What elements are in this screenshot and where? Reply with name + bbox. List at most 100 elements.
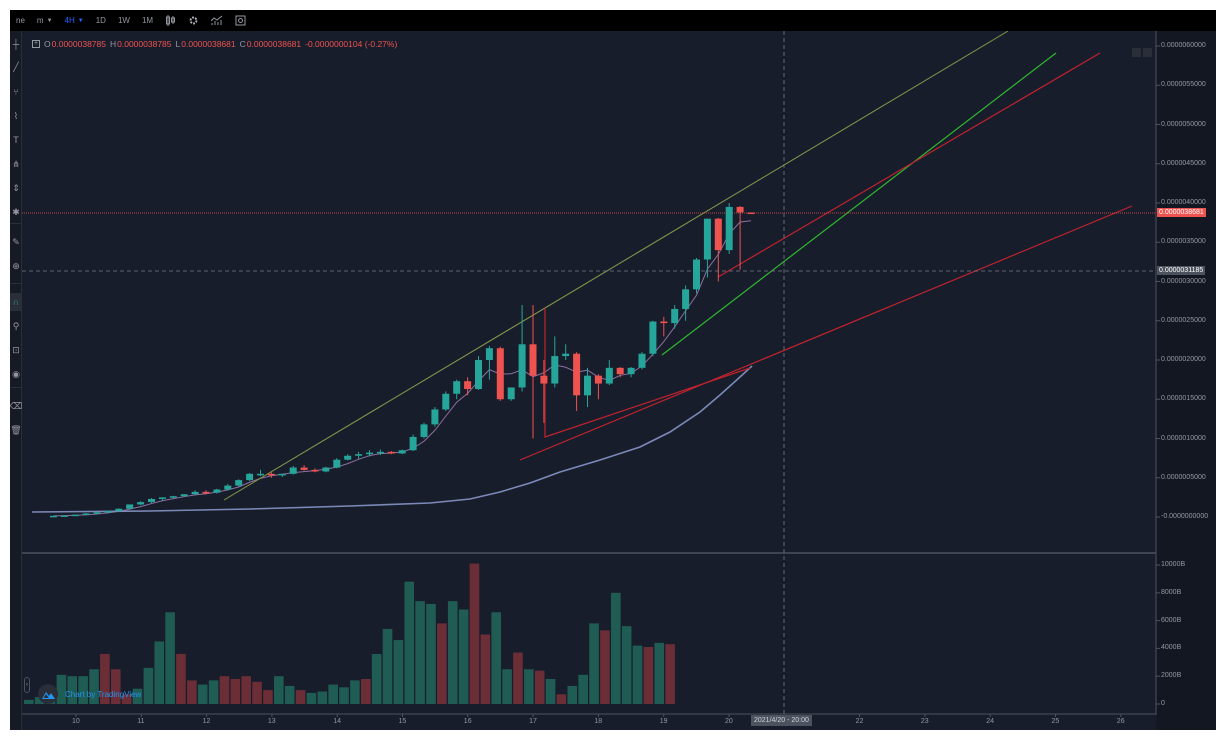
chevron-down-icon: ▼	[77, 17, 84, 24]
candle	[573, 353, 581, 396]
volume-bar	[176, 653, 186, 704]
volume-bar	[654, 642, 665, 704]
time-axis-tick: 22	[855, 718, 864, 725]
candle	[551, 356, 559, 384]
candle	[594, 375, 602, 384]
price-axis-tick: 0.0000045000	[1161, 159, 1206, 167]
timeframe-1d-button[interactable]: 1D	[90, 10, 112, 31]
volume-bar	[447, 601, 458, 704]
timeframe-4h-button[interactable]: 4H ▼	[59, 10, 90, 31]
volume-bar	[632, 645, 643, 704]
timeframe-m-button[interactable]: m ▼	[31, 10, 59, 31]
volume-axis-tick: 10000B	[1161, 561, 1186, 568]
volume-bar	[132, 688, 143, 704]
volume-axis-tick: 4000B	[1161, 644, 1182, 652]
candle	[649, 321, 657, 354]
trend-line-icon[interactable]: ╱	[13, 61, 19, 72]
candle	[126, 504, 134, 509]
candle	[387, 451, 395, 454]
volume-bar	[306, 692, 317, 704]
lock-icon[interactable]: ⊡	[12, 344, 20, 355]
candle	[115, 508, 123, 512]
candle	[703, 218, 711, 260]
crosshair-time-tag: 2021/4/20 - 20:00	[751, 715, 812, 726]
volume-bar	[458, 609, 469, 704]
candle	[366, 452, 373, 455]
candle	[235, 480, 243, 486]
volume-bar	[404, 581, 415, 704]
time-axis-tick: 14	[333, 718, 341, 725]
volume-bar	[274, 676, 284, 704]
remove-drawings-icon[interactable]: ⌫	[10, 400, 23, 411]
tradingview-logo-icon	[38, 684, 58, 704]
drawing-toolbar: ┼ ╱ ⑂ ⌇ T ⋔ ⇕ ✱ ✎ ⊕ ∩ ⚲ ⊡ ◉ ⌫ 🗑	[10, 31, 22, 730]
candle	[257, 473, 264, 476]
toolbar-divider	[10, 223, 22, 224]
volume-bar	[513, 652, 523, 704]
candle	[475, 360, 482, 390]
trash-icon[interactable]: 🗑	[10, 424, 22, 435]
volume-bar	[437, 623, 447, 704]
volume-bar	[219, 676, 230, 704]
candle	[660, 321, 668, 324]
pitchfork-icon[interactable]: ⑂	[13, 87, 19, 97]
crosshair-icon[interactable]: ┼	[12, 39, 20, 49]
time-axis-tick: 13	[267, 718, 276, 725]
candle	[180, 494, 188, 497]
candle	[344, 455, 352, 460]
tradingview-watermark[interactable]: Chart by TradingView	[38, 684, 141, 704]
timeframe-ne-button[interactable]: ne	[10, 10, 31, 31]
candle-style-icon[interactable]	[159, 10, 182, 31]
time-axis-tick: 26	[1116, 718, 1125, 725]
screenshot-icon[interactable]	[229, 10, 252, 31]
timeframe-1w-button[interactable]: 1W	[112, 10, 136, 31]
candle	[202, 491, 210, 494]
candle	[464, 381, 472, 390]
candle	[322, 467, 330, 472]
expand-legend-icon[interactable]: +	[32, 40, 40, 48]
candle	[496, 348, 504, 400]
volume-bar	[284, 685, 295, 704]
volume-bar	[643, 647, 654, 704]
candle	[638, 353, 646, 368]
ruler-icon[interactable]: ✎	[12, 236, 20, 247]
volume-bar	[524, 669, 534, 704]
eye-icon[interactable]: ◉	[12, 368, 20, 379]
collapse-arrow-icon[interactable]: ‹	[24, 677, 30, 693]
measure-icon[interactable]: ⇕	[12, 182, 20, 193]
arrow-icon[interactable]: ✱	[12, 206, 20, 217]
zoom-icon[interactable]: ⊕	[12, 260, 20, 271]
toolbar-divider	[10, 283, 22, 284]
candle	[562, 353, 570, 357]
pane-maximize-button[interactable]	[1132, 48, 1141, 57]
tradingview-window: ne m ▼ 4H ▼ 1D 1W 1M ┼ ╱ ⑂ ⌇ T ⋔ ⇕ ✱ ✎ ⊕ ∩ ⚲ ⊡ ◉ ⌫ 🗑 + O 0.0000…	[10, 10, 1216, 730]
time-axis-tick: 20	[725, 718, 733, 725]
candle	[736, 206, 744, 213]
pattern-icon[interactable]: ⋔	[12, 158, 20, 169]
volume-bar	[263, 690, 273, 704]
candle	[584, 375, 591, 396]
low-value: 0.0000038681	[181, 39, 236, 49]
text-icon[interactable]: T	[13, 135, 19, 145]
magnet-icon[interactable]: ∩	[10, 293, 22, 311]
lock-drawing-icon[interactable]: ⚲	[12, 320, 20, 331]
time-axis-tick: 25	[1051, 718, 1060, 725]
settings-gear-icon[interactable]	[182, 10, 205, 31]
candle	[267, 473, 275, 476]
timeframe-label: m	[36, 16, 44, 25]
close-label: C	[239, 39, 246, 49]
toolbar-divider	[10, 387, 22, 388]
candle	[671, 308, 679, 324]
timeframe-label: 1D	[95, 16, 106, 25]
pane-close-button[interactable]	[1143, 48, 1152, 57]
timeframe-1m-button[interactable]: 1M	[136, 10, 159, 31]
volume-bar	[621, 626, 632, 704]
time-axis-tick: 23	[920, 718, 929, 725]
volume-bar	[578, 674, 588, 704]
indicators-icon[interactable]	[205, 10, 229, 31]
time-axis-tick: 18	[594, 718, 603, 725]
candle	[693, 259, 700, 290]
chart-canvas[interactable]	[10, 10, 1216, 730]
brush-icon[interactable]: ⌇	[13, 110, 19, 121]
volume-bar	[24, 699, 34, 704]
